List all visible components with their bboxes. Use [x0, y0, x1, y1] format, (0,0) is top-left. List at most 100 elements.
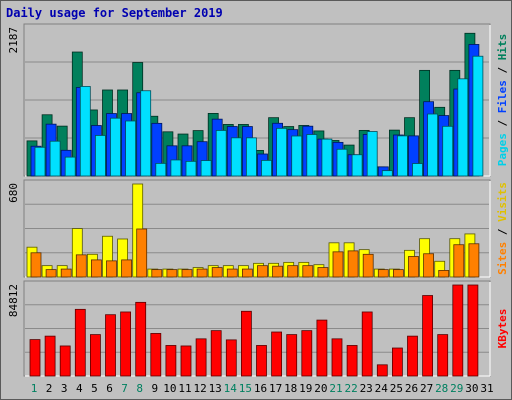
x-tick-label: 3: [61, 382, 68, 395]
bar-sites: [377, 269, 389, 278]
bar-pages: [245, 137, 257, 177]
x-tick-label: 24: [375, 382, 389, 395]
x-tick-label: 10: [163, 382, 176, 395]
bar-pages: [200, 160, 212, 177]
x-tick-label: 31: [480, 382, 493, 395]
bar-kbytes: [422, 295, 434, 377]
x-tick-label: 6: [106, 382, 113, 395]
bar-sites: [287, 265, 299, 278]
bar-pages: [396, 135, 408, 177]
bar-sites: [241, 268, 253, 278]
bar-sites: [30, 252, 42, 278]
bar-pages: [351, 154, 363, 177]
y-max-label: 680: [7, 183, 20, 203]
bar-sites: [317, 267, 329, 278]
legend-kbytes: KBytes: [496, 309, 509, 349]
bar-sites: [91, 259, 102, 278]
bar-pages: [261, 160, 272, 177]
bar-sites: [272, 265, 284, 278]
x-tick-label: 18: [284, 382, 297, 395]
bar-kbytes: [74, 308, 86, 377]
legend-label: Pages / Files / Hits: [496, 34, 509, 167]
bar-kbytes: [391, 347, 403, 377]
bar-sites: [302, 265, 314, 278]
bar-kbytes: [29, 339, 41, 377]
x-tick-label: 1: [31, 382, 38, 395]
bar-sites: [468, 243, 480, 278]
x-tick-label: 22: [344, 382, 357, 395]
bar-kbytes: [286, 334, 298, 377]
legend-files: Files: [496, 80, 509, 113]
bar-pages: [79, 86, 91, 177]
bar-pages: [140, 90, 152, 177]
x-tick-label: 26: [405, 382, 418, 395]
x-tick-label: 30: [465, 382, 478, 395]
bar-pages: [215, 130, 227, 177]
bar-sites: [121, 259, 132, 278]
bar-kbytes: [165, 345, 177, 377]
bar-pages: [336, 148, 348, 177]
bar-sites: [196, 268, 208, 278]
x-tick-label: 29: [450, 382, 463, 395]
x-tick-label: 17: [269, 382, 282, 395]
bar-kbytes: [150, 333, 162, 377]
bar-pages: [412, 163, 423, 177]
bar-pages: [95, 135, 106, 177]
legend-label: Sites / Visits: [496, 182, 509, 275]
bar-pages: [321, 138, 333, 177]
bar-pages: [64, 156, 76, 177]
bar-kbytes: [240, 310, 252, 377]
bar-sites: [45, 269, 57, 278]
bar-sites: [211, 267, 223, 278]
bar-sites: [408, 256, 419, 278]
bar-sites: [166, 269, 178, 278]
x-tick-label: 20: [314, 382, 327, 395]
bar-sites: [257, 265, 268, 278]
bar-sites: [136, 228, 148, 278]
bar-kbytes: [346, 345, 358, 377]
bar-kbytes: [271, 331, 283, 377]
bar-sites: [332, 251, 344, 278]
bar-sites: [106, 260, 117, 278]
bar-pages: [427, 113, 439, 177]
x-tick-label: 9: [151, 382, 158, 395]
x-tick-label: 15: [239, 382, 252, 395]
x-tick-label: 27: [420, 382, 433, 395]
bar-sites: [438, 270, 450, 278]
bar-pages: [306, 134, 318, 177]
x-tick-label: 28: [435, 382, 448, 395]
bar-pages: [291, 135, 303, 177]
legend-separator: /: [496, 113, 509, 133]
legend-separator: /: [496, 60, 509, 80]
legend-hits: Hits: [496, 34, 509, 61]
bar-sites: [60, 268, 72, 278]
bar-sites: [347, 250, 359, 278]
bar-pages: [170, 159, 182, 177]
bar-pages: [381, 170, 393, 177]
bar-sites: [362, 253, 374, 278]
bar-kbytes: [361, 311, 373, 377]
bar-sites: [151, 269, 163, 278]
bar-pages: [110, 117, 121, 177]
bar-kbytes: [59, 345, 71, 377]
bar-pages: [155, 163, 167, 177]
x-tick-label: 16: [254, 382, 267, 395]
x-tick-label: 14: [224, 382, 238, 395]
bar-kbytes: [44, 335, 56, 377]
legend-separator: /: [496, 222, 509, 242]
bar-pages: [366, 131, 378, 177]
x-tick-label: 8: [136, 382, 143, 395]
chart-title: Daily usage for September 2019: [6, 6, 223, 20]
x-tick-label: 19: [299, 382, 312, 395]
legend-label: KBytes: [496, 309, 509, 349]
x-tick-label: 11: [178, 382, 191, 395]
x-tick-label: 23: [360, 382, 373, 395]
bar-pages: [442, 125, 454, 177]
bar-kbytes: [210, 330, 222, 377]
x-tick-label: 4: [76, 382, 83, 395]
x-tick-label: 7: [121, 382, 128, 395]
bar-kbytes: [467, 284, 479, 377]
x-tick-label: 25: [390, 382, 403, 395]
bar-kbytes: [120, 311, 131, 377]
